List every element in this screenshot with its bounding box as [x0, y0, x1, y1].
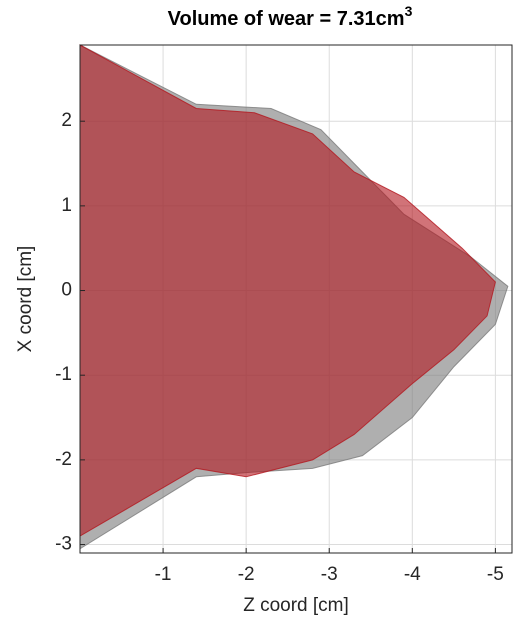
y-axis-label: X coord [cm] — [15, 246, 36, 353]
axes-box — [79, 44, 513, 554]
y-tick-label: 0 — [61, 280, 72, 301]
plot-area: -1 -2 -3 -4 -5 -3 -2 -1 0 1 2 — [55, 44, 513, 585]
x-tick-label: -3 — [321, 564, 338, 585]
y-tick-label: -2 — [55, 449, 72, 470]
y-tick-label: -3 — [55, 534, 72, 555]
y-tick-label: -1 — [55, 364, 72, 385]
x-tick-label: -1 — [155, 564, 172, 585]
x-axis-label: Z coord [cm] — [243, 595, 349, 616]
x-tick-label: -2 — [238, 564, 255, 585]
title-superscript: 3 — [405, 3, 413, 19]
y-tick-label: 2 — [61, 110, 72, 131]
x-tick-label: -5 — [487, 564, 504, 585]
x-tick-label: -4 — [404, 564, 421, 585]
chart-title: Volume of wear = 7.31cm3 — [168, 3, 413, 31]
title-text: Volume of wear = 7.31cm — [168, 8, 405, 30]
y-tick-label: 1 — [61, 195, 72, 216]
surface — [79, 44, 496, 537]
